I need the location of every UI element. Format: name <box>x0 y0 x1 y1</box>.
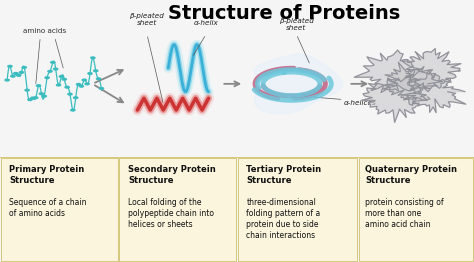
FancyBboxPatch shape <box>359 158 473 261</box>
Circle shape <box>41 95 47 98</box>
Text: α-helices: α-helices <box>344 100 376 106</box>
Text: amino acids: amino acids <box>23 28 67 34</box>
Circle shape <box>24 89 30 92</box>
Circle shape <box>59 75 64 78</box>
Polygon shape <box>402 70 466 113</box>
Circle shape <box>76 83 82 86</box>
Text: Structure of Proteins: Structure of Proteins <box>168 4 401 23</box>
Text: three-dimensional
folding pattern of a
protein due to side
chain interactions: three-dimensional folding pattern of a p… <box>246 198 321 240</box>
Circle shape <box>99 87 104 90</box>
FancyBboxPatch shape <box>119 158 236 261</box>
Text: protein consisting of
more than one
amino acid chain: protein consisting of more than one amin… <box>365 198 444 229</box>
Polygon shape <box>402 48 461 92</box>
Text: Sequence of a chain
of amino acids: Sequence of a chain of amino acids <box>9 198 87 218</box>
Polygon shape <box>362 76 430 122</box>
Circle shape <box>16 74 21 77</box>
Circle shape <box>13 72 18 75</box>
Circle shape <box>90 56 96 59</box>
Circle shape <box>18 71 24 74</box>
Circle shape <box>47 70 53 73</box>
Circle shape <box>10 75 16 78</box>
Text: Local folding of the
polypeptide chain into
helices or sheets: Local folding of the polypeptide chain i… <box>128 198 214 229</box>
Polygon shape <box>255 54 343 114</box>
Polygon shape <box>383 62 443 106</box>
Circle shape <box>53 67 59 70</box>
Circle shape <box>87 72 93 75</box>
Text: Primary Protein
Structure: Primary Protein Structure <box>9 165 85 185</box>
Circle shape <box>7 65 13 68</box>
Circle shape <box>64 86 70 89</box>
FancyBboxPatch shape <box>238 158 357 261</box>
Circle shape <box>56 83 62 86</box>
Text: Tertiary Protein
Structure: Tertiary Protein Structure <box>246 165 321 185</box>
Circle shape <box>96 77 101 80</box>
Polygon shape <box>354 50 427 92</box>
Circle shape <box>44 76 50 79</box>
Circle shape <box>36 84 41 87</box>
Circle shape <box>4 79 10 82</box>
Circle shape <box>84 82 90 85</box>
Circle shape <box>50 61 55 64</box>
Text: Secondary Protein
Structure: Secondary Protein Structure <box>128 165 216 185</box>
Circle shape <box>82 78 87 81</box>
Circle shape <box>21 66 27 69</box>
Text: β-pleated
sheet: β-pleated sheet <box>279 18 314 31</box>
Circle shape <box>70 108 76 112</box>
Circle shape <box>33 96 38 99</box>
Text: α-helix: α-helix <box>194 20 219 26</box>
Circle shape <box>27 98 33 101</box>
Text: Quaternary Protein
Structure: Quaternary Protein Structure <box>365 165 457 185</box>
Circle shape <box>38 92 44 95</box>
Circle shape <box>79 85 84 88</box>
Circle shape <box>62 78 67 81</box>
Circle shape <box>67 92 73 96</box>
Circle shape <box>30 96 36 100</box>
FancyBboxPatch shape <box>1 158 118 261</box>
Circle shape <box>93 69 99 72</box>
Circle shape <box>73 96 79 99</box>
Text: β-pleated
sheet: β-pleated sheet <box>129 13 164 26</box>
